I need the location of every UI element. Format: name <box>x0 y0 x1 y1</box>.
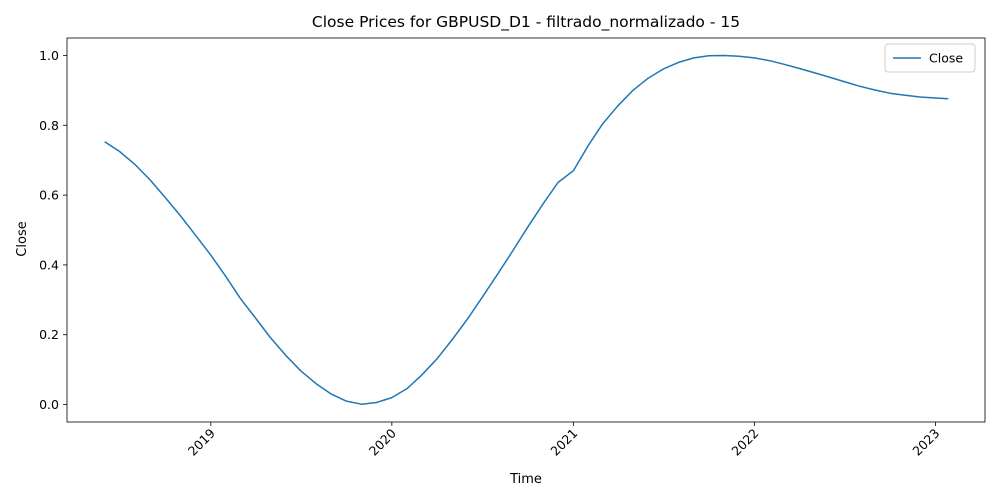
x-tick-label-3: 2022 <box>728 426 761 459</box>
y-tick-label-4: 0.8 <box>39 118 59 133</box>
y-tick-label-5: 1.0 <box>39 48 59 63</box>
x-tick-label-2: 2021 <box>547 426 580 459</box>
x-axis-label: Time <box>509 472 542 487</box>
axes-frame <box>66 37 986 423</box>
legend-box <box>884 43 976 73</box>
y-tick-label-1: 0.2 <box>39 327 59 342</box>
y-tick-label-0: 0.0 <box>39 397 59 412</box>
chart-title: Close Prices for GBPUSD_D1 - filtrado_no… <box>312 13 740 32</box>
legend-label-0: Close <box>929 51 963 66</box>
y-axis-label: Close <box>15 221 30 256</box>
y-tick-label-3: 0.6 <box>39 188 59 203</box>
plot-area: 0.0 0.2 0.4 0.6 0.8 1.0 2019 2020 2021 2022 2023 Cl… <box>39 37 986 459</box>
x-tick-label-0: 2019 <box>185 425 218 458</box>
x-tick-label-4: 2023 <box>909 426 942 459</box>
series-line-0 <box>104 54 949 405</box>
y-tick-label-2: 0.4 <box>39 257 59 272</box>
x-tick-label-1: 2020 <box>366 425 399 458</box>
